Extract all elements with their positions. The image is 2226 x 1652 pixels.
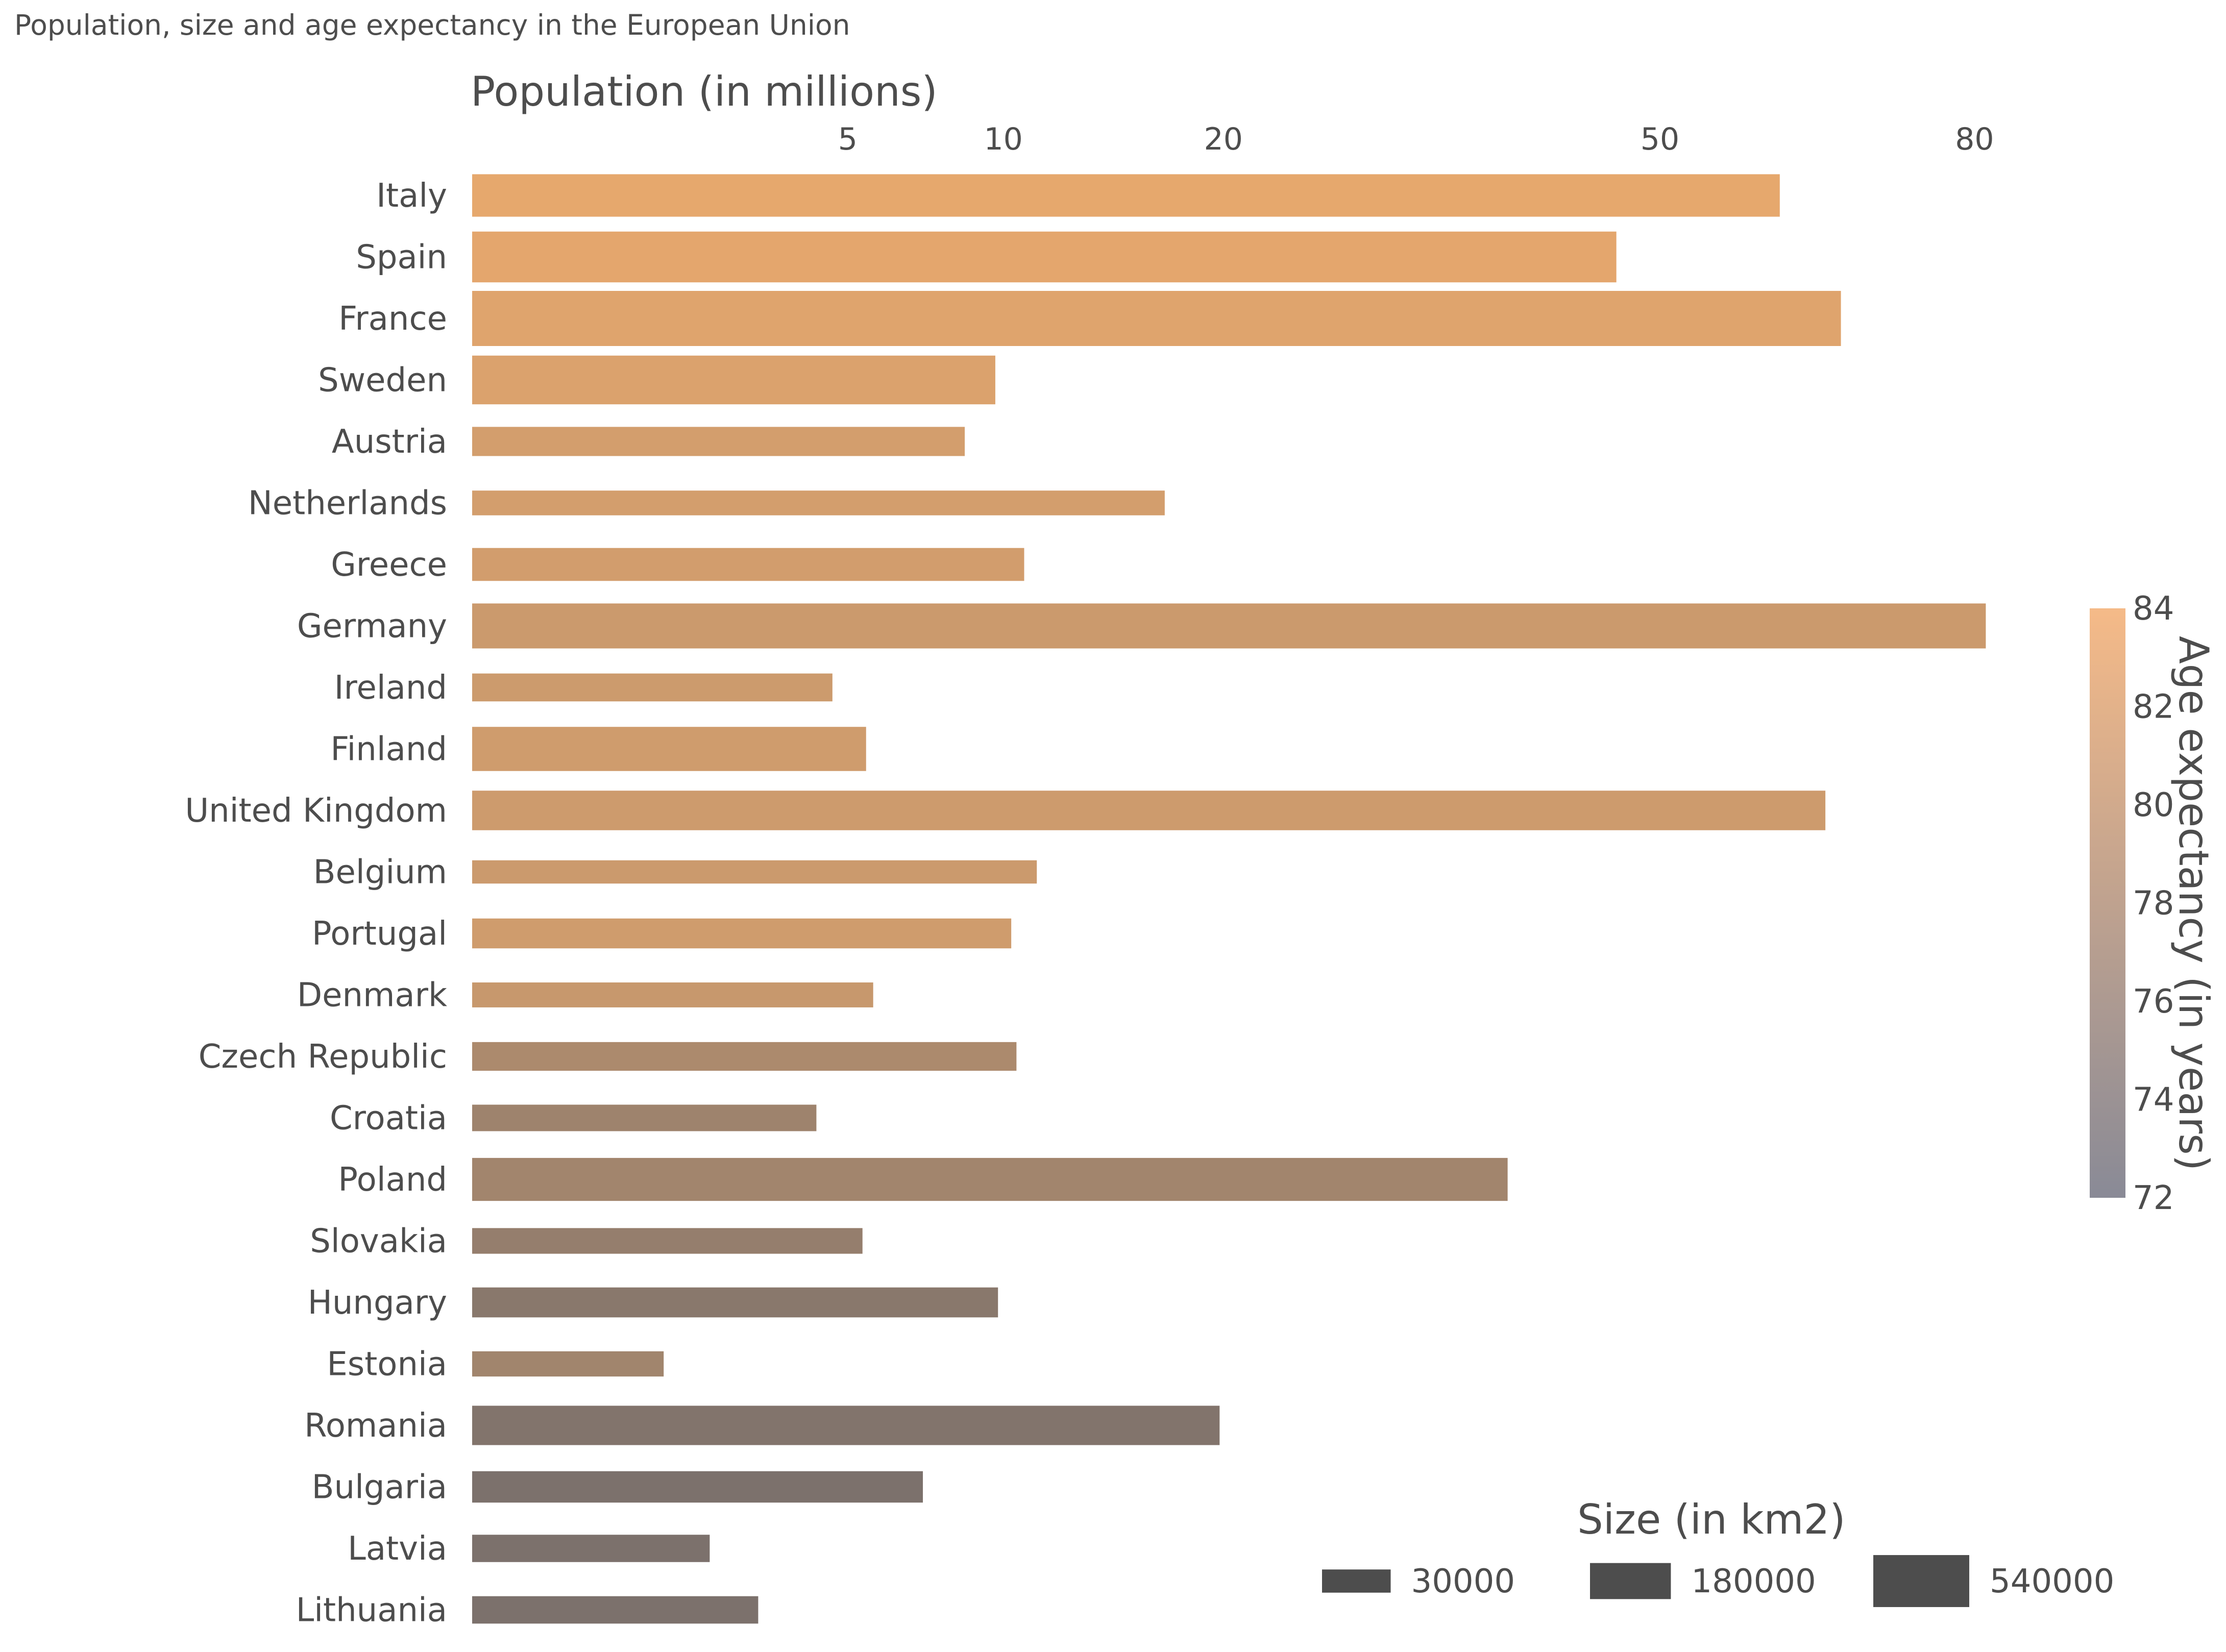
colorbar: 72 74 76 78 80 82 84 Age expectancy (in years) <box>2090 590 2217 1217</box>
colorbar-ticks: 72 74 76 78 80 82 84 <box>2133 590 2174 1217</box>
bar <box>472 1104 817 1131</box>
bar <box>472 1042 1017 1071</box>
y-tick-label: Slovakia <box>310 1223 447 1261</box>
colorbar-tick-label: 82 <box>2133 688 2174 726</box>
bar <box>472 1157 1508 1201</box>
chart-title: Population, size and age expectancy in t… <box>14 9 850 41</box>
y-tick-label: United Kingdom <box>185 792 447 830</box>
bar <box>472 355 995 405</box>
x-tick-label: 5 <box>838 121 858 157</box>
size-legend: Size (in km2) 30000 180000 540000 <box>1322 1496 2114 1607</box>
bar <box>472 1471 923 1503</box>
size-legend-title: Size (in km2) <box>1577 1496 1846 1543</box>
x-tick-label: 10 <box>984 121 1022 157</box>
colorbar-tick-label: 78 <box>2133 885 2174 923</box>
y-tick-label: Denmark <box>297 977 447 1015</box>
y-tick-label: Germany <box>297 608 447 646</box>
size-legend-label: 540000 <box>1990 1563 2114 1600</box>
x-tick-label: 80 <box>1955 121 1994 157</box>
bar <box>472 673 833 702</box>
bar <box>472 918 1012 949</box>
colorbar-tick-label: 84 <box>2133 590 2174 628</box>
y-tick-label: Sweden <box>318 362 447 400</box>
y-tick-label: Estonia <box>327 1346 447 1384</box>
y-tick-labels: Italy Spain France Sweden Austria Netherlands… <box>185 177 447 1630</box>
size-legend-label: 180000 <box>1691 1563 1816 1600</box>
bar <box>472 860 1037 884</box>
y-tick-label: Croatia <box>330 1100 447 1138</box>
y-tick-label: Czech Republic <box>199 1038 447 1076</box>
colorbar-tick-label: 80 <box>2133 786 2174 824</box>
bar <box>472 291 1841 346</box>
bar <box>472 1406 1220 1445</box>
bar <box>472 1535 710 1562</box>
bar <box>472 1228 863 1254</box>
y-tick-label: Latvia <box>348 1530 447 1568</box>
y-tick-label: Austria <box>332 423 447 461</box>
bar <box>472 1351 664 1377</box>
bar <box>472 174 1780 217</box>
y-tick-label: Ireland <box>334 669 447 707</box>
bar <box>472 727 866 771</box>
bars <box>472 174 1986 1624</box>
y-tick-label: Portugal <box>312 915 447 953</box>
colorbar-tick-label: 74 <box>2133 1081 2174 1119</box>
y-tick-label: Netherlands <box>248 485 447 523</box>
bar <box>472 603 1986 649</box>
y-tick-label: Italy <box>376 177 447 215</box>
size-legend-swatch <box>1590 1563 1671 1599</box>
bar <box>472 982 873 1007</box>
y-tick-label: Greece <box>331 546 447 584</box>
x-tick-label: 50 <box>1641 121 1679 157</box>
bar <box>472 490 1165 515</box>
bar <box>472 1596 759 1624</box>
y-tick-label: France <box>338 300 447 338</box>
y-tick-label: Belgium <box>313 854 447 892</box>
y-tick-label: Romania <box>304 1407 447 1445</box>
size-legend-label: 30000 <box>1411 1563 1515 1600</box>
colorbar-tick-label: 72 <box>2133 1179 2174 1217</box>
x-axis-label: Population (in millions) <box>471 68 938 115</box>
y-tick-label: Spain <box>356 239 447 277</box>
size-legend-swatch <box>1322 1569 1391 1593</box>
bar <box>472 1287 998 1318</box>
y-tick-label: Lithuania <box>296 1592 447 1630</box>
y-tick-label: Bulgaria <box>312 1469 447 1507</box>
size-legend-items: 30000 180000 540000 <box>1322 1555 2114 1607</box>
size-legend-swatch <box>1873 1555 1969 1607</box>
x-tick-label: 20 <box>1204 121 1243 157</box>
bar <box>472 231 1617 283</box>
colorbar-gradient <box>2090 608 2125 1198</box>
colorbar-tick-label: 76 <box>2133 983 2174 1021</box>
colorbar-title: Age expectancy (in years) <box>2170 636 2217 1171</box>
x-tick-labels: 5 10 20 50 80 <box>838 121 1994 157</box>
bar <box>472 427 965 456</box>
bar <box>472 791 1826 830</box>
bar <box>472 548 1024 581</box>
y-tick-label: Poland <box>338 1161 447 1199</box>
y-tick-label: Hungary <box>308 1284 447 1322</box>
y-tick-label: Finland <box>330 731 447 769</box>
